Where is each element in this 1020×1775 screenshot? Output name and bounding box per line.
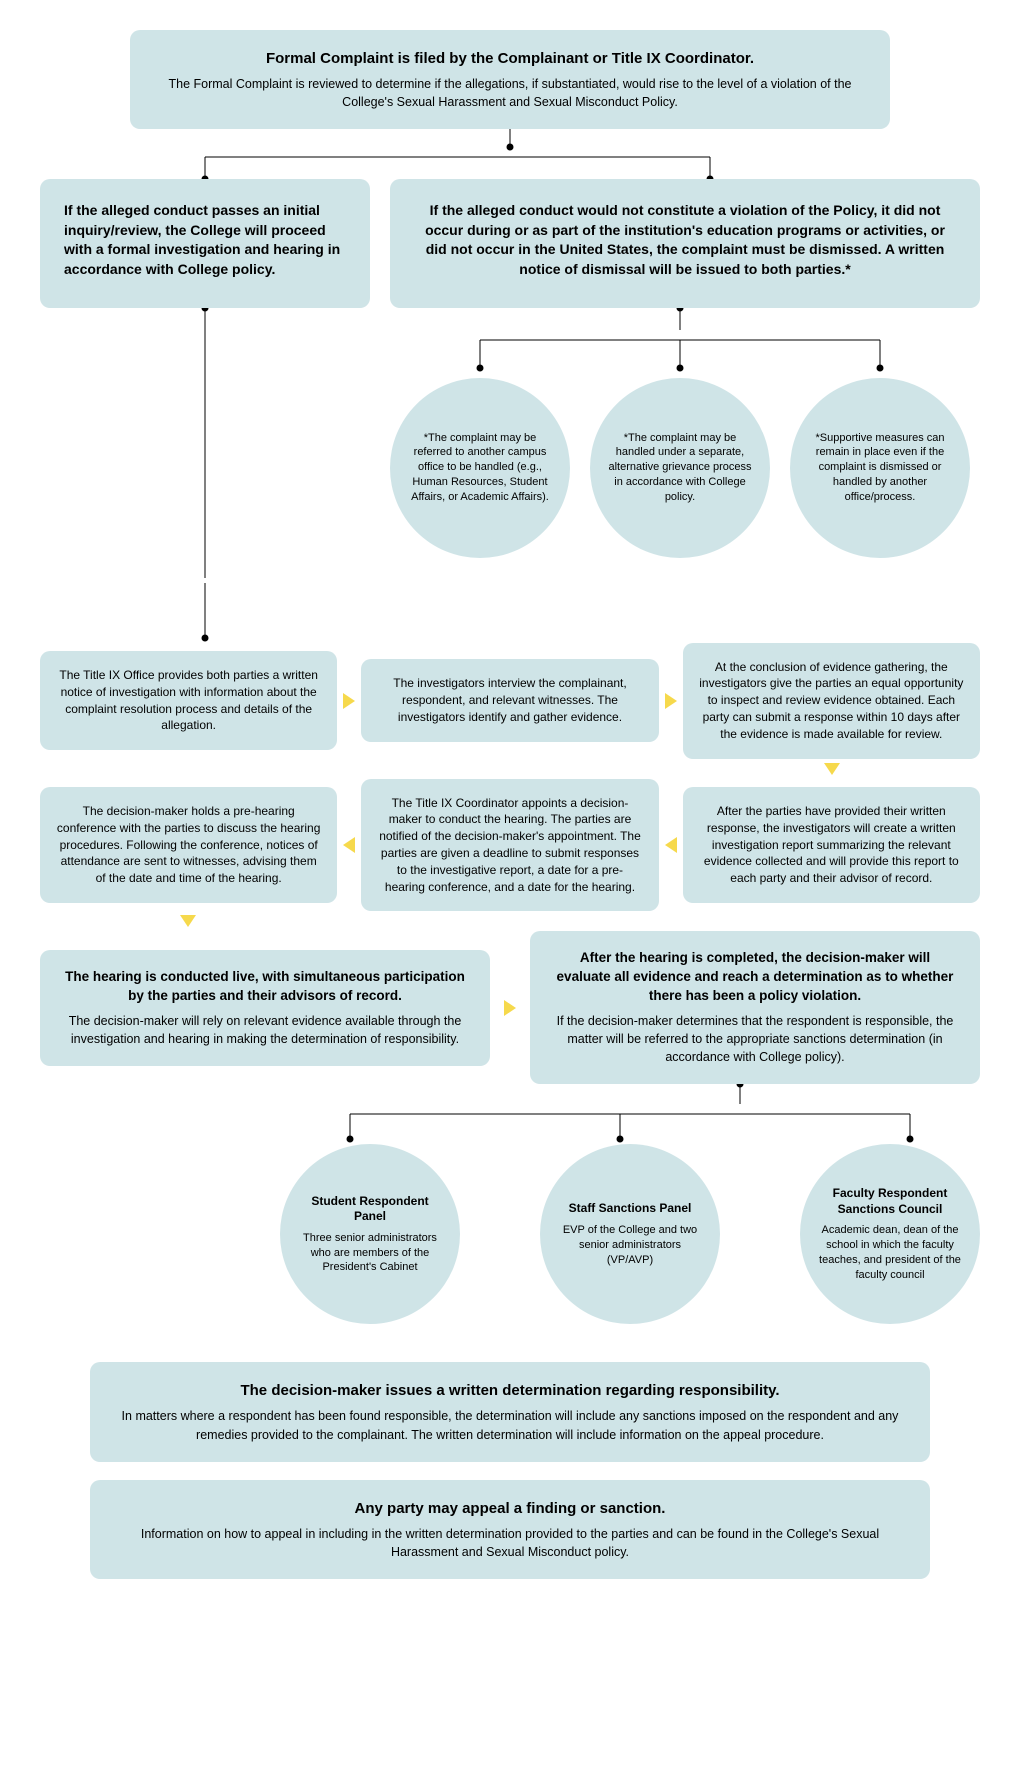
branch-right-title: If the alleged conduct would not constit…: [416, 201, 954, 279]
determination-body: In matters where a respondent has been f…: [114, 1407, 906, 1443]
connector-left-to-process: [40, 583, 980, 643]
determination-box: The decision-maker issues a written dete…: [90, 1362, 930, 1461]
panel-circle-0: Student Respondent Panel Three senior ad…: [280, 1144, 460, 1324]
hearing-row: The hearing is conducted live, with simu…: [40, 931, 980, 1084]
appeal-title: Any party may appeal a finding or sancti…: [114, 1498, 906, 1519]
branch-left-title: If the alleged conduct passes an initial…: [64, 201, 346, 279]
after-hearing-body: If the decision-maker determines that th…: [554, 1012, 956, 1066]
appeal-body: Information on how to appeal in includin…: [114, 1525, 906, 1561]
determination-title: The decision-maker issues a written dete…: [114, 1380, 906, 1401]
connector-top-split: [40, 129, 980, 179]
process-box-1: The investigators interview the complain…: [361, 659, 658, 741]
dismissal-circle-1: *The complaint may be referred to anothe…: [390, 378, 570, 558]
panel-0-body: Three senior administrators who are memb…: [298, 1231, 442, 1276]
arrow-down-icon: [824, 763, 840, 775]
process-box-0: The Title IX Office provides both partie…: [40, 651, 337, 750]
dismissal-circle-3: *Supportive measures can remain in place…: [790, 378, 970, 558]
panel-circle-1: Staff Sanctions Panel EVP of the College…: [540, 1144, 720, 1324]
panel-2-title: Faculty Respondent Sanctions Council: [818, 1186, 962, 1217]
process-box-3: The decision-maker holds a pre-hearing c…: [40, 787, 337, 903]
dismissal-circle-2-body: *The complaint may be handled under a se…: [608, 431, 752, 505]
arrow-right-icon: [504, 1000, 516, 1016]
arrow-right-icon: [665, 693, 677, 709]
after-hearing-box: After the hearing is completed, the deci…: [530, 931, 980, 1084]
top-body: The Formal Complaint is reviewed to dete…: [154, 75, 866, 111]
panel-1-body: EVP of the College and two senior admini…: [558, 1223, 702, 1268]
dismissal-circle-3-body: *Supportive measures can remain in place…: [808, 431, 952, 505]
hearing-title: The hearing is conducted live, with simu…: [64, 968, 466, 1006]
connector-left-through-circles: [40, 378, 390, 578]
dismissal-circle-1-body: *The complaint may be referred to anothe…: [408, 431, 552, 505]
arrow-left-icon: [665, 837, 677, 853]
arrow-down-icon: [180, 915, 196, 927]
branch-left-box: If the alleged conduct passes an initial…: [40, 179, 370, 307]
dismissal-circle-2: *The complaint may be handled under a se…: [590, 378, 770, 558]
process-box-2: At the conclusion of evidence gathering,…: [683, 643, 980, 759]
panel-2-body: Academic dean, dean of the school in whi…: [818, 1223, 962, 1282]
panel-1-title: Staff Sanctions Panel: [569, 1201, 692, 1217]
after-hearing-title: After the hearing is completed, the deci…: [554, 949, 956, 1006]
process-box-5: After the parties have provided their wr…: [683, 787, 980, 903]
appeal-box: Any party may appeal a finding or sancti…: [90, 1480, 930, 1579]
connector-branches: [40, 308, 980, 378]
process-row-1: The Title IX Office provides both partie…: [40, 643, 980, 759]
panel-circle-2: Faculty Respondent Sanctions Council Aca…: [800, 1144, 980, 1324]
arrow-left-icon: [343, 837, 355, 853]
process-box-4: The Title IX Coordinator appoints a deci…: [361, 779, 658, 912]
process-row-2: The decision-maker holds a pre-hearing c…: [40, 779, 980, 912]
panel-0-title: Student Respondent Panel: [298, 1194, 442, 1225]
hearing-body: The decision-maker will rely on relevant…: [64, 1012, 466, 1048]
hearing-box: The hearing is conducted live, with simu…: [40, 950, 490, 1066]
branch-right-box: If the alleged conduct would not constit…: [390, 179, 980, 307]
top-title: Formal Complaint is filed by the Complai…: [154, 48, 866, 69]
arrow-right-icon: [343, 693, 355, 709]
connector-to-panels: [40, 1084, 980, 1144]
top-box: Formal Complaint is filed by the Complai…: [130, 30, 890, 129]
